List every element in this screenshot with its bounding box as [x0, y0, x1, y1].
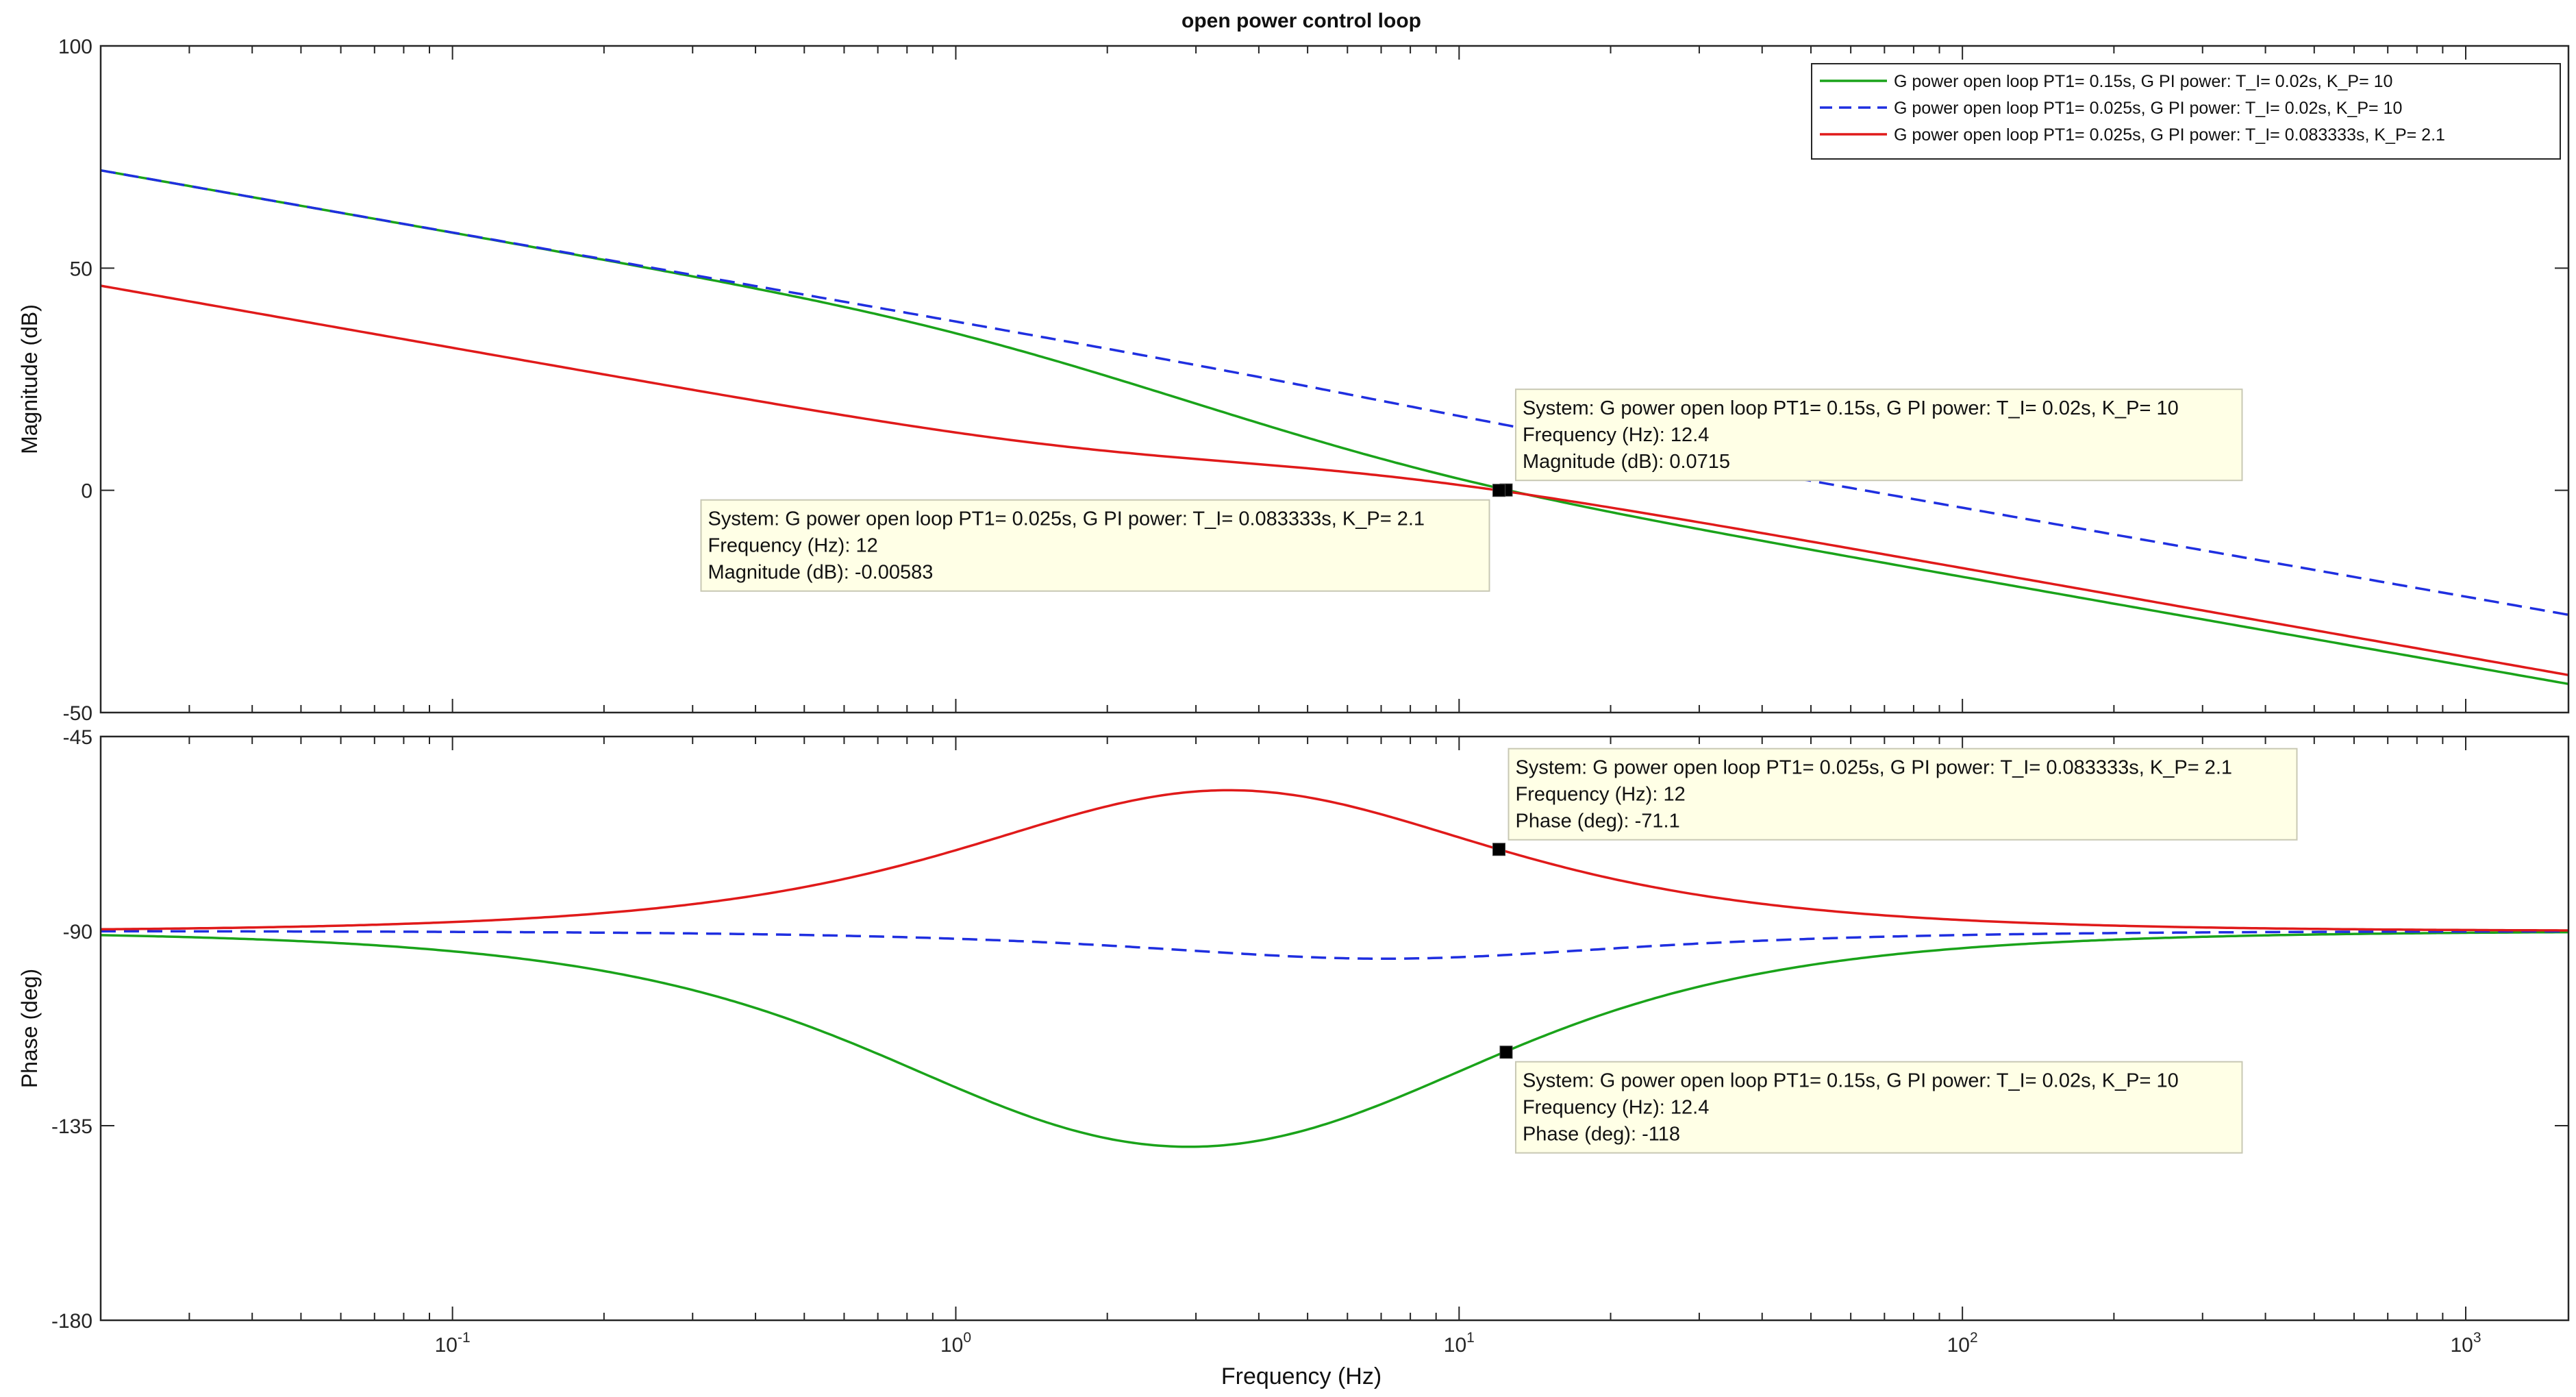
datatip-box: [1508, 747, 2298, 841]
magnitude-y-tick-label: 0: [81, 480, 92, 503]
magnitude-y-tick-label: 50: [70, 258, 92, 280]
x-tick-label: 102: [1947, 1330, 1978, 1357]
datatip-line: Frequency (Hz): 12: [1516, 784, 1686, 806]
phase-series-line-2: [101, 930, 2568, 961]
legend-entry-2: G power open loop PT1= 0.025s, G PI powe…: [1894, 99, 2402, 118]
datatip-3: System: G power open loop PT1= 0.025s, G…: [1492, 747, 2298, 856]
magnitude-series-line-3: [100, 284, 2569, 677]
datatip-marker: [1499, 1046, 1513, 1059]
datatip-box: [1514, 388, 2243, 482]
datatip-1: System: G power open loop PT1= 0.15s, G …: [1499, 388, 2243, 497]
datatip-line: Frequency (Hz): 12.4: [1523, 1097, 1709, 1119]
magnitude-y-tick-label: 100: [58, 36, 92, 58]
datatip-line: Magnitude (dB): -0.00583: [708, 562, 934, 584]
datatip-line: Magnitude (dB): 0.0715: [1523, 451, 1730, 473]
phase-y-axis-label: Phase (deg): [17, 969, 42, 1088]
datatip-marker: [1492, 484, 1506, 497]
x-axis-label: Frequency (Hz): [1221, 1363, 1381, 1389]
datatip-4: System: G power open loop PT1= 0.15s, G …: [1499, 1046, 2243, 1154]
legend-box: [1811, 63, 2561, 160]
magnitude-y-tick-label: -50: [63, 702, 92, 725]
datatip-line: System: G power open loop PT1= 0.025s, G…: [1516, 757, 2233, 779]
datatip-line: System: G power open loop PT1= 0.15s, G …: [1523, 1070, 2179, 1092]
phase-y-tick-label: -45: [63, 726, 92, 749]
magnitude-axes-box: [99, 45, 2570, 714]
datatip-line: Phase (deg): -71.1: [1516, 811, 1680, 832]
phase-axes-box: [99, 735, 2570, 1322]
phase-y-tick-label: -135: [51, 1115, 92, 1138]
x-tick-label: 100: [940, 1330, 971, 1357]
datatip-line: Frequency (Hz): 12: [708, 535, 878, 557]
legend-entry-3: G power open loop PT1= 0.025s, G PI powe…: [1894, 125, 2445, 145]
x-tick-label: 101: [1444, 1330, 1475, 1357]
datatip-2: System: G power open loop PT1= 0.025s, G…: [700, 484, 1506, 592]
phase-y-tick-label: -180: [51, 1310, 92, 1333]
datatip-box: [1514, 1061, 2243, 1154]
chart-title: open power control loop: [1181, 10, 1421, 32]
phase-series-line-1: [100, 930, 2568, 1148]
datatip-line: Phase (deg): -118: [1523, 1124, 1680, 1146]
datatip-box: [700, 499, 1490, 592]
legend-entry-1: G power open loop PT1= 0.15s, G PI power…: [1894, 72, 2392, 91]
datatip-line: System: G power open loop PT1= 0.025s, G…: [708, 508, 1425, 530]
phase-y-tick-label: -90: [63, 921, 92, 943]
datatip-line: System: G power open loop PT1= 0.15s, G …: [1523, 397, 2179, 419]
magnitude-y-axis-label: Magnitude (dB): [17, 304, 42, 454]
datatip-line: Frequency (Hz): 12.4: [1523, 424, 1709, 446]
phase-plot: -45 -90 -135 -180 Phase (deg) 10-1 100 101 102 10…: [17, 726, 2570, 1357]
phase-series-line-3: [101, 789, 2568, 932]
x-tick-label: 10-1: [435, 1330, 471, 1357]
datatip-marker: [1492, 843, 1506, 856]
magnitude-series-line-1: [100, 169, 2569, 686]
legend: G power open loop PT1= 0.15s, G PI power…: [1811, 63, 2561, 160]
x-tick-label: 103: [2450, 1330, 2481, 1357]
